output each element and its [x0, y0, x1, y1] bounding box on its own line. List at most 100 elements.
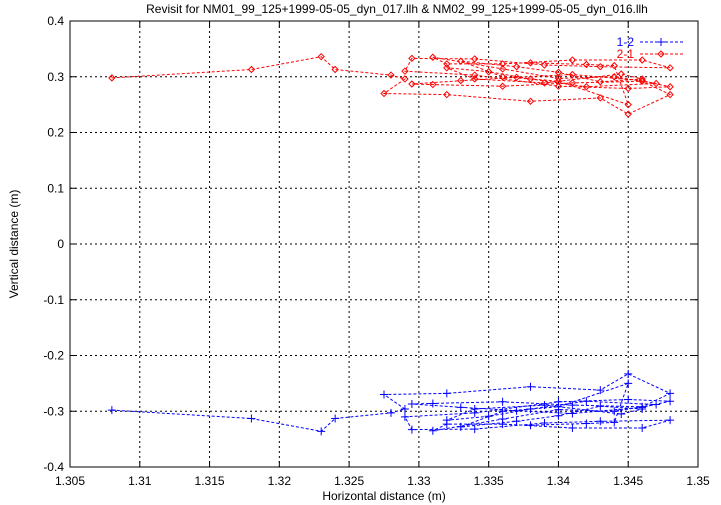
data-point — [484, 412, 493, 421]
data-point — [407, 425, 416, 434]
data-point — [498, 415, 507, 424]
data-point — [471, 75, 479, 83]
data-point — [596, 78, 605, 86]
data-point — [652, 400, 661, 409]
data-point — [498, 82, 507, 90]
data-point — [512, 73, 521, 82]
ticks: 1.305 1.31 1.315 1.32 1.325 1.33 1.335 1.34 1.34… — [43, 14, 710, 488]
y-tick-label: 0 — [57, 237, 64, 251]
data-point — [108, 74, 116, 82]
data-point — [442, 389, 451, 398]
data-point — [247, 65, 256, 74]
data-point — [331, 414, 340, 423]
data-point — [652, 79, 660, 88]
data-point — [470, 405, 479, 414]
data-point — [470, 425, 479, 434]
data-point — [624, 84, 632, 93]
data-point — [387, 71, 395, 79]
data-point — [617, 70, 625, 78]
series-layer — [107, 52, 675, 436]
y-tick-label: -0.3 — [43, 404, 64, 418]
data-point — [428, 426, 437, 435]
data-point — [443, 60, 451, 68]
data-point — [596, 63, 605, 71]
series-2-1 — [108, 52, 674, 118]
legend-label: 2-1 — [617, 47, 635, 61]
data-point — [456, 403, 465, 412]
data-point — [526, 405, 535, 414]
data-point — [526, 382, 535, 391]
data-point — [317, 427, 326, 436]
series-line — [111, 373, 672, 432]
data-point — [554, 74, 563, 83]
x-tick-label: 1.305 — [55, 474, 85, 488]
data-point — [456, 422, 465, 431]
data-point — [638, 56, 646, 64]
data-point — [540, 418, 549, 427]
grid — [70, 21, 698, 467]
data-point — [596, 386, 605, 395]
data-point — [554, 68, 563, 76]
data-point — [247, 414, 256, 423]
data-point — [498, 407, 507, 416]
x-tick-label: 1.32 — [268, 474, 292, 488]
x-axis-label: Horizontal distance (m) — [322, 489, 445, 503]
x-tick-label: 1.325 — [334, 474, 364, 488]
y-tick-label: -0.2 — [43, 349, 64, 363]
data-point — [596, 417, 605, 426]
data-point — [407, 400, 416, 409]
data-point — [624, 395, 633, 404]
data-point — [498, 73, 507, 81]
data-point — [386, 408, 395, 417]
data-point — [442, 416, 451, 425]
data-point — [443, 90, 451, 99]
y-tick-label: 0.3 — [47, 70, 64, 84]
data-point — [624, 110, 632, 118]
data-point — [380, 89, 388, 98]
legend: 1-22-1 — [617, 35, 683, 61]
data-point — [400, 405, 409, 414]
data-point — [610, 418, 619, 427]
data-point — [471, 55, 479, 63]
data-point — [498, 65, 507, 73]
data-point — [554, 82, 563, 90]
data-point — [596, 402, 605, 411]
data-point — [666, 83, 674, 91]
data-point — [610, 61, 618, 70]
data-point — [540, 79, 549, 87]
legend-label: 1-2 — [617, 35, 635, 49]
data-point — [554, 411, 563, 420]
data-point — [540, 401, 549, 410]
data-point — [624, 369, 633, 378]
data-point — [317, 52, 325, 61]
x-tick-label: 1.33 — [407, 474, 431, 488]
data-point — [498, 60, 507, 68]
data-point — [624, 379, 633, 388]
data-point — [568, 70, 577, 79]
data-point — [568, 79, 577, 87]
data-point — [582, 397, 591, 406]
data-point — [512, 63, 521, 71]
data-point — [666, 416, 675, 425]
data-point — [107, 406, 116, 415]
chart-title: Revisit for NM01_99_125+1999-05-05_dyn_0… — [146, 2, 648, 16]
data-point — [498, 397, 507, 406]
data-point — [484, 68, 493, 76]
series-1-2 — [107, 369, 675, 436]
data-point — [582, 60, 591, 69]
data-point — [582, 83, 591, 91]
data-point — [429, 80, 437, 89]
data-point — [638, 423, 647, 432]
data-point — [429, 53, 437, 61]
y-tick-label: -0.4 — [43, 460, 64, 474]
data-point — [428, 399, 437, 408]
y-axis-label: Vertical distance (m) — [7, 190, 21, 299]
data-point — [512, 417, 521, 426]
legend-marker — [657, 50, 665, 58]
data-point — [526, 75, 535, 83]
data-point — [526, 421, 535, 430]
data-point — [526, 59, 535, 67]
data-point — [408, 80, 416, 88]
x-tick-label: 1.345 — [613, 474, 643, 488]
x-tick-label: 1.31 — [128, 474, 152, 488]
